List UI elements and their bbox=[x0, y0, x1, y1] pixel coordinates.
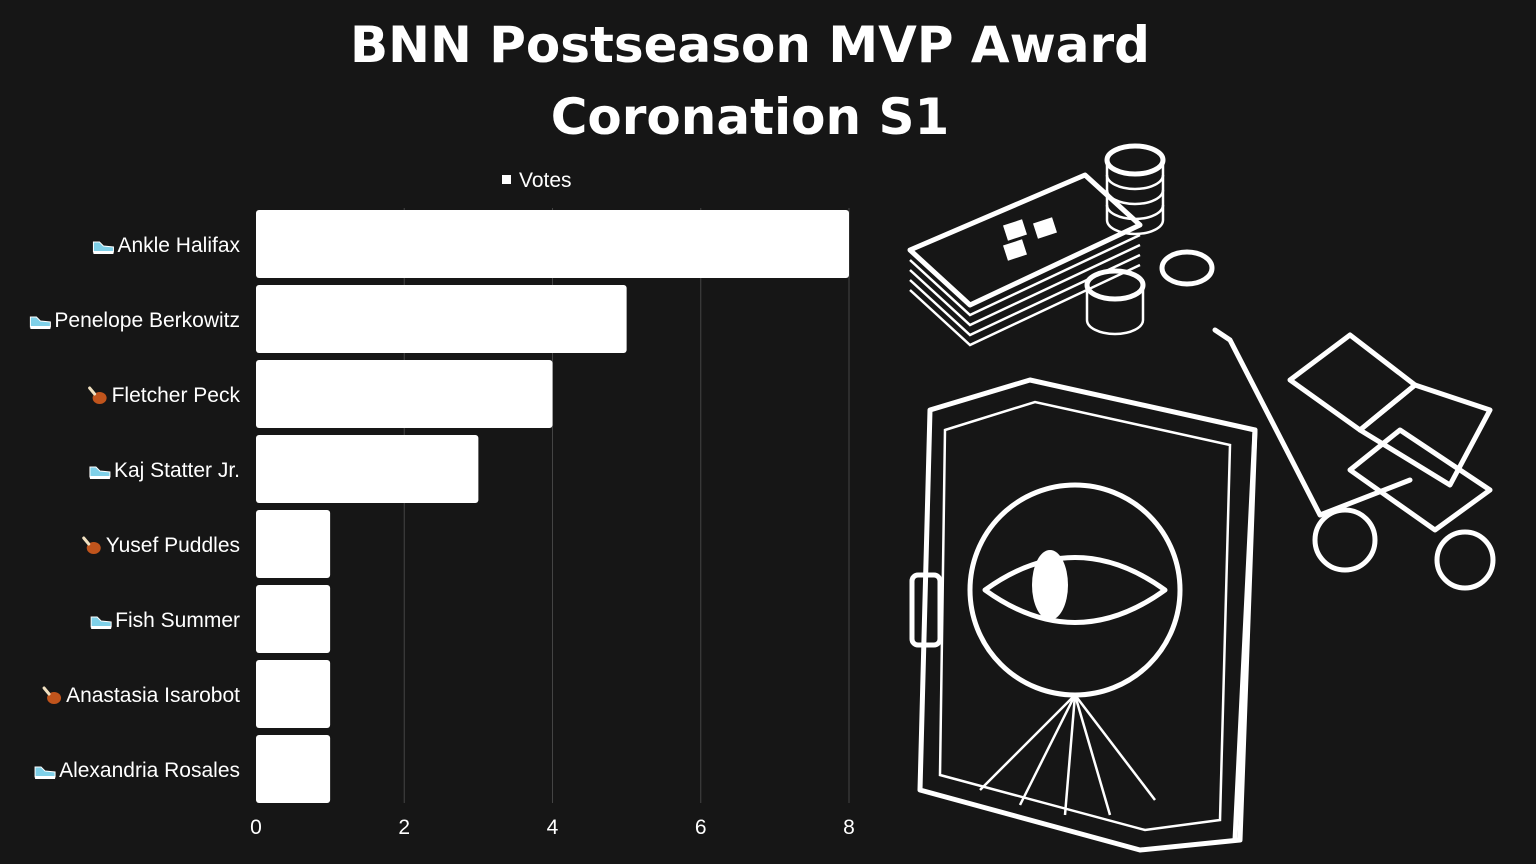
book-icon bbox=[909, 377, 1258, 853]
bar-chart: Ankle Halifax Penelope Berkowitz Fletcher … bbox=[29, 169, 855, 839]
x-tick-labels: 0 2 4 6 8 bbox=[250, 816, 855, 839]
drumstick-icon bbox=[88, 386, 107, 404]
category-label: Yusef Puddles bbox=[106, 534, 240, 557]
category-labels: Ankle Halifax Penelope Berkowitz Fletcher … bbox=[29, 234, 241, 782]
sneaker-icon bbox=[89, 466, 111, 479]
category-label: Anastasia Isarobot bbox=[66, 684, 240, 707]
category-label: Ankle Halifax bbox=[117, 234, 240, 257]
money-stack-icon bbox=[907, 172, 1143, 347]
bar bbox=[256, 360, 553, 428]
chart-title-line-2: Coronation S1 bbox=[550, 88, 950, 146]
x-tick-label: 6 bbox=[695, 816, 707, 839]
drumstick-icon bbox=[42, 686, 62, 704]
sneaker-icon bbox=[92, 241, 114, 254]
x-tick-label: 8 bbox=[843, 816, 855, 839]
sneaker-icon bbox=[34, 766, 56, 779]
coin-stack-icon bbox=[1084, 143, 1215, 336]
bar bbox=[256, 660, 331, 728]
category-label: Fletcher Peck bbox=[112, 384, 241, 407]
bars bbox=[256, 210, 849, 803]
legend: Votes bbox=[502, 169, 572, 192]
category-label: Alexandria Rosales bbox=[59, 759, 240, 782]
hand-truck-icon bbox=[1212, 327, 1496, 591]
bar bbox=[256, 435, 479, 503]
bar bbox=[256, 585, 331, 653]
bar bbox=[256, 210, 849, 278]
sneaker-icon bbox=[29, 316, 51, 329]
legend-swatch bbox=[502, 175, 511, 184]
sneaker-icon bbox=[90, 616, 112, 629]
legend-label: Votes bbox=[519, 169, 572, 192]
chart-title-line-1: BNN Postseason MVP Award bbox=[350, 16, 1150, 74]
category-label: Kaj Statter Jr. bbox=[114, 459, 240, 482]
bar bbox=[256, 510, 331, 578]
category-label: Penelope Berkowitz bbox=[54, 309, 240, 332]
x-tick-label: 4 bbox=[547, 816, 559, 839]
category-label: Fish Summer bbox=[115, 609, 240, 632]
bar bbox=[256, 735, 331, 803]
x-tick-label: 0 bbox=[250, 816, 262, 839]
drumstick-icon bbox=[82, 536, 101, 554]
bar bbox=[256, 285, 627, 353]
decorative-illustration bbox=[907, 143, 1496, 853]
x-tick-label: 2 bbox=[398, 816, 410, 839]
